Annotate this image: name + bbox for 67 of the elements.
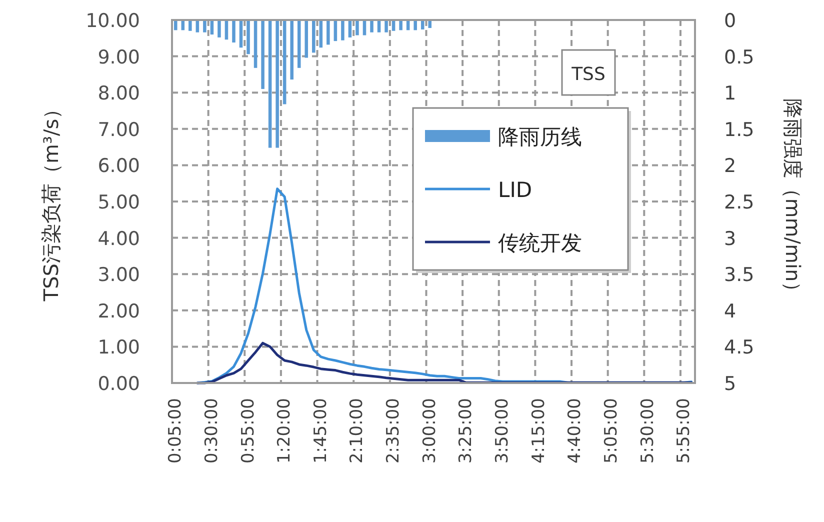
bar: [203, 20, 206, 32]
y-tick-label: 5.00: [98, 192, 140, 214]
bar: [232, 20, 236, 43]
bar: [218, 20, 221, 38]
x-tick-label: 4:40:00: [565, 398, 586, 464]
y-tick-label: 4.00: [98, 228, 140, 250]
legend-label: 传统开发: [498, 231, 582, 255]
x-tick-label: 5:30:00: [638, 398, 658, 464]
x-tick-label: 5:55:00: [674, 398, 694, 464]
y2-tick-label: 0.5: [724, 46, 754, 68]
y2-axis-title: 降雨强度（mm/min）: [781, 98, 805, 302]
y-tick-label: 3.00: [98, 264, 140, 286]
y-tick-label: 8.00: [98, 82, 140, 105]
annotation: TSS: [570, 64, 606, 85]
x-tick-label: 3:50:00: [492, 398, 513, 464]
x-tick-label: 2:10:00: [347, 398, 368, 464]
y2-tick-label: 2: [724, 155, 736, 178]
x-tick-label: 0:30:00: [202, 398, 222, 464]
y2-tick-label: 3: [724, 228, 736, 250]
y2-tick-label: 0: [724, 10, 736, 32]
bar: [414, 20, 417, 30]
bar: [188, 20, 192, 31]
y-tick-label: 9.00: [98, 46, 140, 68]
bar: [370, 20, 374, 32]
y2-tick-label: 5: [724, 373, 736, 395]
bar: [304, 20, 308, 58]
x-tick-label: 1:45:00: [310, 398, 331, 464]
y2-tick-label: 2.5: [724, 192, 754, 214]
legend-label: 降雨历线: [498, 125, 582, 149]
bar: [290, 20, 294, 80]
x-tick-label: 1:20:00: [274, 398, 295, 464]
y-tick-label: 6.00: [98, 155, 140, 178]
line-series: [196, 342, 693, 384]
x-tick-label: 4:15:00: [528, 398, 549, 464]
bar: [276, 20, 279, 148]
bar: [297, 20, 301, 68]
legend-label: LID: [498, 178, 532, 202]
bar: [312, 20, 316, 53]
bar: [428, 20, 432, 28]
y-tick-label: 10.00: [86, 10, 140, 32]
y2-tick-label: 4.5: [724, 336, 754, 359]
x-tick-label: 3:25:00: [456, 398, 476, 464]
y-tick-label: 7.00: [98, 118, 140, 141]
x-tick-label: 2:35:00: [384, 398, 404, 464]
bar: [356, 20, 359, 36]
y2-tick-label: 1: [724, 82, 736, 105]
bar: [246, 20, 250, 54]
bar: [261, 20, 264, 89]
y-tick-label: 0.00: [98, 373, 140, 395]
y2-tick-label: 3.5: [724, 264, 754, 286]
bar: [254, 20, 258, 68]
y-tick-label: 1.00: [98, 336, 140, 359]
x-tick-label: 0:55:00: [238, 398, 258, 464]
bar: [341, 20, 344, 40]
y2-tick-label: 1.5: [724, 118, 754, 141]
bar: [282, 20, 286, 104]
x-tick-label: 3:00:00: [420, 398, 440, 464]
bar: [268, 20, 272, 148]
x-tick-label: 0:05:00: [166, 398, 186, 464]
x-tick-label: 5:05:00: [601, 398, 622, 464]
bar: [326, 20, 330, 45]
bar: [384, 20, 388, 32]
y2-tick-label: 4: [724, 300, 736, 322]
y-axis-title: TSS污染负荷（m³/s）: [39, 98, 63, 302]
bar: [399, 20, 402, 30]
bar: [174, 20, 178, 30]
y-tick-label: 2.00: [98, 300, 140, 322]
